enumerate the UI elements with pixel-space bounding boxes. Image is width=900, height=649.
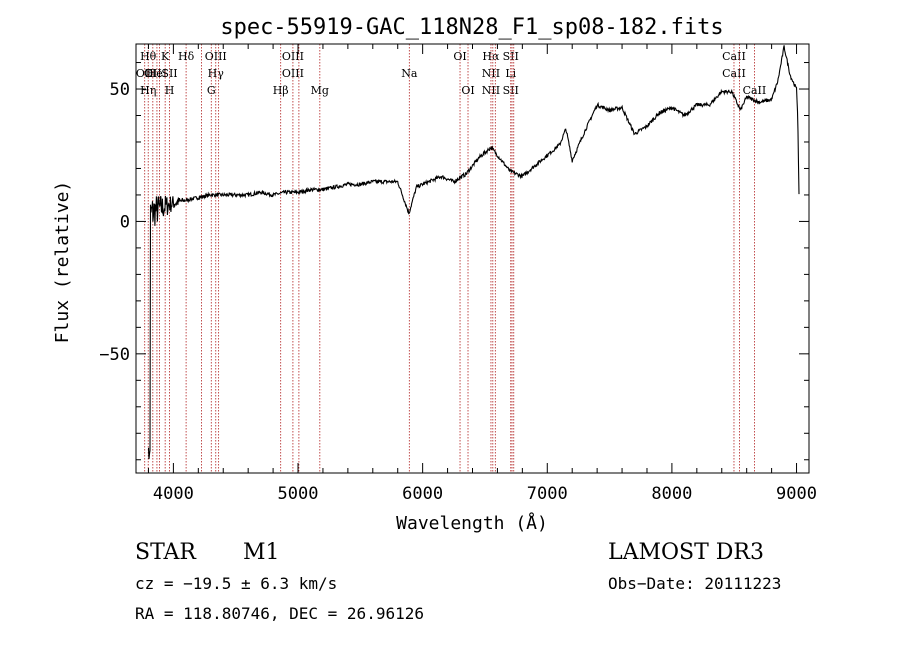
line-label: OII [144, 67, 162, 80]
line-label: OIII [282, 50, 304, 63]
obs-date: Obs−Date: 20111223 [608, 574, 782, 593]
x-tick-label: 9000 [776, 484, 817, 504]
line-label: H [165, 84, 175, 97]
chart-title: spec-55919-GAC_118N28_F1_sp08-182.fits [220, 15, 723, 40]
line-label: Mg [311, 84, 329, 97]
line-label: G [207, 84, 216, 97]
line-label: Na [401, 67, 418, 80]
line-label: K [161, 50, 170, 63]
x-tick-label: 4000 [153, 484, 194, 504]
line-label: CaII [743, 84, 767, 97]
y-tick-label: 50 [110, 80, 130, 100]
plot-frame [135, 43, 810, 474]
line-label: OI [461, 84, 474, 97]
x-tick-label: 7000 [527, 484, 568, 504]
line-label: Hη [140, 84, 156, 97]
x-tick-label: 5000 [278, 484, 319, 504]
line-label: SII [161, 67, 177, 80]
x-axis-label: Wavelength (Å) [396, 512, 548, 534]
line-label: Hβ [273, 84, 289, 97]
line-label: NII [482, 84, 500, 97]
y-tick-label: −50 [99, 345, 130, 365]
line-label: OII [136, 67, 154, 80]
line-label: OIII [282, 67, 304, 80]
redshift-value: cz = −19.5 ± 6.3 km/s [135, 574, 338, 593]
y-tick-label: 0 [120, 212, 130, 232]
line-label: SII [503, 84, 519, 97]
x-tick-label: 6000 [402, 484, 443, 504]
spectrum-path [147, 45, 800, 460]
line-label: NII [482, 67, 500, 80]
object-class: STAR [135, 540, 196, 565]
line-label: OIII [205, 50, 227, 63]
line-label: Hγ [208, 67, 225, 80]
axes: 4000 5000 6000 7000 8000 9000 −50 0 50 [99, 44, 817, 504]
y-axis-label: Flux (relative) [52, 181, 73, 344]
line-label: Hδ [178, 50, 195, 63]
x-tick-label: 8000 [651, 484, 692, 504]
coordinates: RA = 118.80746, DEC = 26.96126 [135, 604, 424, 623]
line-label: Li [505, 67, 516, 80]
line-label: Hθ [140, 50, 157, 63]
line-label: Hα [482, 50, 500, 63]
line-label: HeI [147, 67, 167, 80]
line-label: CaII [722, 67, 746, 80]
line-label: CaII [722, 50, 746, 63]
object-subclass: M1 [243, 540, 280, 565]
survey-name: LAMOST DR3 [608, 540, 764, 565]
spectrum-trace [147, 45, 800, 460]
line-label: SII [503, 50, 519, 63]
line-label: OI [453, 50, 466, 63]
